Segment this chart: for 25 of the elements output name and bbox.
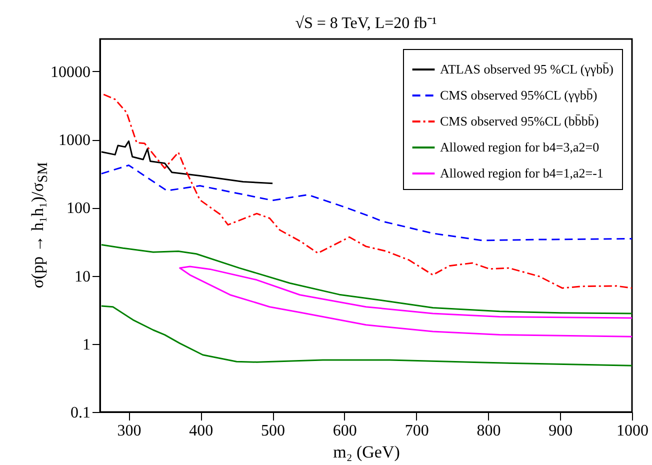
x-tick-label: 1000 bbox=[616, 422, 648, 440]
x-tick-label: 800 bbox=[476, 422, 501, 440]
legend-label: Allowed region for b4=1,a2=-1 bbox=[440, 166, 604, 180]
line-series bbox=[179, 266, 632, 338]
legend-label: CMS observed 95%CL (γγbb̄) bbox=[440, 88, 598, 102]
line-series bbox=[100, 164, 632, 242]
legend-label: Allowed region for b4=3,a2=0 bbox=[440, 140, 600, 154]
y-tick-label: 10 bbox=[74, 268, 90, 286]
legend-label: ATLAS observed 95 %CL (γγbb̄) bbox=[440, 62, 614, 76]
y-tick-label: 1000 bbox=[58, 132, 90, 150]
legend-label: CMS observed 95%CL (bb̄bb̄) bbox=[440, 114, 599, 128]
y-tick-label: 0.1 bbox=[70, 404, 90, 422]
y-tick-label: 10000 bbox=[50, 64, 90, 81]
x-tick-label: 600 bbox=[332, 422, 357, 440]
x-tick-label: 500 bbox=[261, 422, 286, 440]
line-series bbox=[100, 305, 632, 366]
x-tick-label: 700 bbox=[404, 422, 429, 440]
x-tick-label: 900 bbox=[548, 422, 573, 440]
x-tick-label: 300 bbox=[117, 422, 142, 440]
chart-title: √S = 8 TeV, L=20 fb⁻¹ bbox=[295, 15, 437, 32]
y-tick-label: 1 bbox=[82, 336, 90, 354]
line-series bbox=[100, 244, 632, 314]
x-tick-label: 400 bbox=[189, 422, 214, 440]
x-axis-title: m₂ (GeV) bbox=[333, 442, 400, 462]
y-tick-label: 100 bbox=[66, 200, 90, 218]
